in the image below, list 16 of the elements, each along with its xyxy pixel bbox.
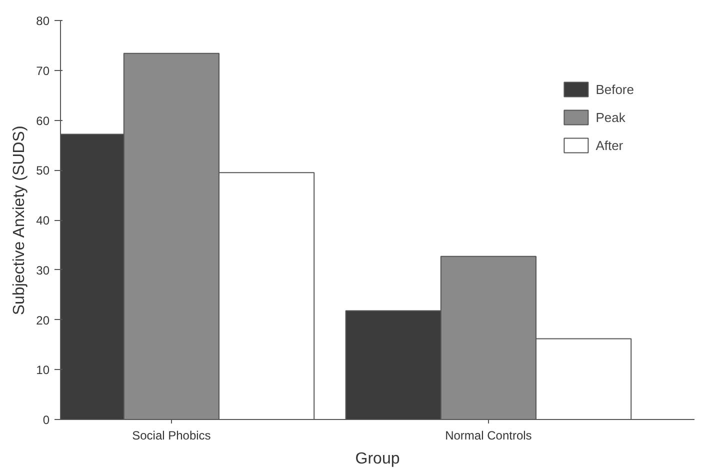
legend-label: Peak — [596, 110, 626, 124]
y-tick-label: 40 — [36, 214, 50, 228]
y-tick-label: 50 — [36, 164, 50, 178]
y-axis-title: Subjective Anxiety (SUDS) — [11, 126, 28, 316]
y-tick-label: 10 — [36, 363, 50, 378]
y-tick-label: 0 — [42, 413, 50, 427]
y-tick-label: 60 — [36, 114, 50, 128]
x-axis-title: Group — [355, 450, 400, 468]
legend-label: Before — [596, 82, 634, 96]
y-tick-label: 70 — [36, 64, 50, 78]
y-tick-label: 80 — [36, 14, 50, 28]
x-tick-label: Social Phobics — [132, 428, 211, 442]
legend-label: After — [596, 138, 624, 152]
y-tick-label: 30 — [36, 263, 50, 278]
x-tick-label: Normal Controls — [445, 428, 532, 442]
y-tick-label: 20 — [36, 313, 50, 328]
